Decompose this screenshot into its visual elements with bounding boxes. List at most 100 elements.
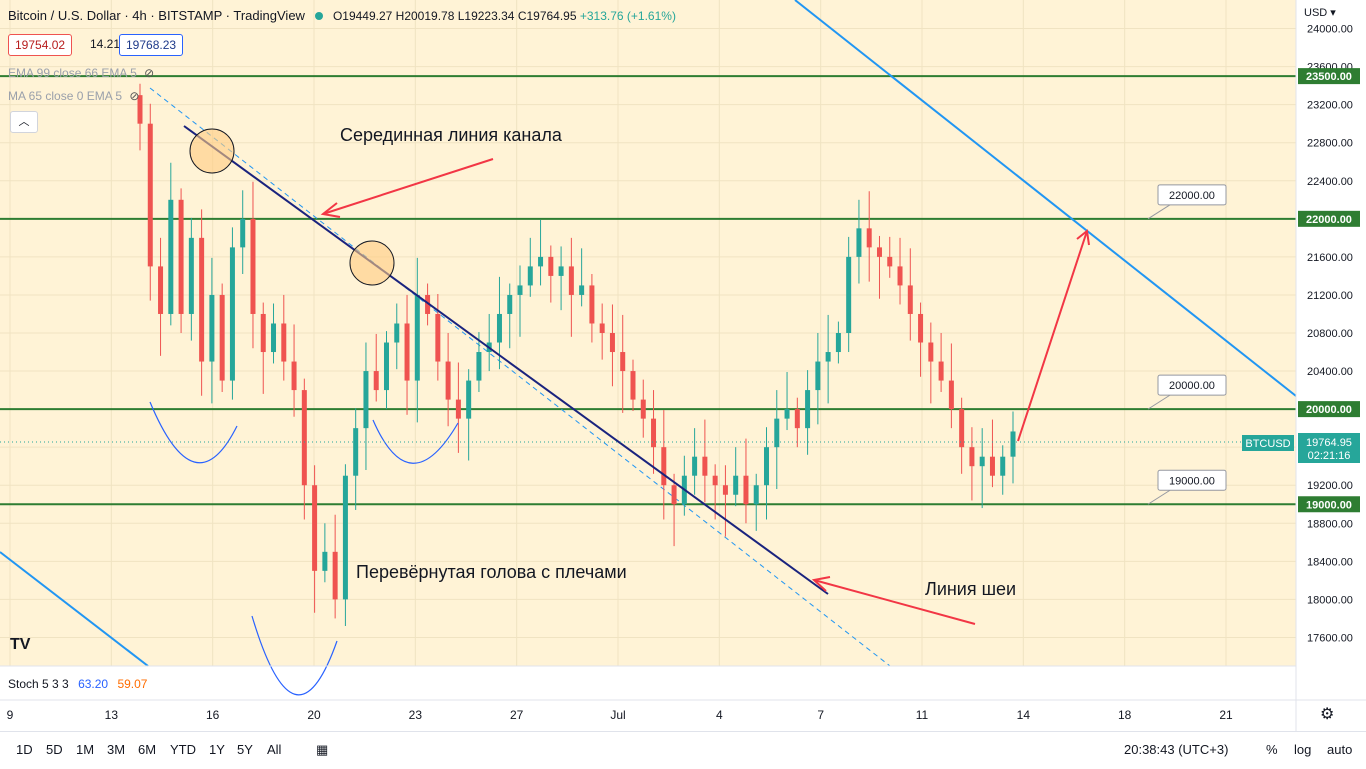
candle-body — [281, 323, 287, 362]
x-tick-label: 7 — [817, 708, 824, 722]
candle-body — [948, 380, 954, 410]
range-1m-button[interactable]: 1M — [76, 742, 95, 757]
callout-leader — [1147, 204, 1171, 220]
candle-body — [630, 371, 636, 400]
range-all-button[interactable]: All — [267, 742, 282, 757]
range-6m-button[interactable]: 6M — [138, 742, 157, 757]
annotation-midline: Серединная линия канала — [340, 125, 563, 145]
touch-circle-2 — [349, 240, 395, 286]
x-tick-label: 11 — [916, 708, 929, 722]
callout-box — [1157, 184, 1227, 206]
candle-body — [517, 285, 523, 295]
midline-arrow — [320, 158, 494, 218]
candle-body — [250, 218, 256, 314]
tradingview-logo-icon[interactable]: TV — [10, 636, 31, 653]
candle-body — [455, 399, 461, 419]
range-5y-button[interactable]: 5Y — [237, 742, 253, 757]
range-3m-button[interactable]: 3M — [107, 742, 126, 757]
candle-body — [979, 456, 985, 467]
level-price-tag: 22000.00 — [1298, 210, 1360, 227]
symbol-title[interactable]: Bitcoin / U.S. Dollar · 4h · BITSTAMP · … — [8, 8, 305, 23]
candle-body — [753, 485, 759, 505]
neckline — [183, 125, 829, 595]
candle-body — [794, 409, 800, 429]
y-tick-label: 24000.00 — [1307, 24, 1353, 36]
level-price-tag: 20000.00 — [1298, 401, 1360, 418]
callout-box — [1157, 374, 1227, 396]
candle-body — [383, 342, 389, 391]
candle-body — [178, 199, 184, 314]
candle-body — [137, 95, 143, 124]
range-1d-button[interactable]: 1D — [16, 742, 33, 757]
candle-body — [229, 247, 235, 381]
auto-scale-toggle[interactable]: auto — [1327, 742, 1353, 757]
touch-circle-1 — [189, 128, 235, 174]
currency-selector[interactable]: USD ▾ — [1304, 6, 1336, 19]
candle-body — [640, 399, 646, 419]
settings-gear-icon[interactable]: ⚙ — [1320, 706, 1335, 723]
callout-label: 19000.00 — [1169, 475, 1215, 487]
candle-body — [671, 485, 677, 505]
candle-body — [476, 352, 482, 381]
spread-value: 14.21 — [90, 37, 121, 51]
candle-body — [1000, 456, 1006, 476]
y-tick-label: 22400.00 — [1307, 176, 1353, 188]
left-shoulder-arc — [149, 401, 238, 464]
date-range-calendar-icon[interactable]: ▦ — [316, 742, 329, 757]
level-price-tag: 19000.00 — [1298, 496, 1360, 513]
ma-indicator-legend[interactable]: MA 65 close 0 EMA 5 ⊘ — [8, 89, 139, 103]
buy-price-button[interactable]: 19768.23 — [119, 34, 184, 56]
x-tick-label: 23 — [409, 708, 423, 722]
channel-upper-line — [794, 0, 1297, 397]
y-tick-label: 17600.00 — [1307, 632, 1353, 644]
stoch-legend[interactable]: Stoch 5 3 3 63.20 59.07 — [8, 677, 147, 691]
candle-body — [805, 390, 811, 429]
channel-midline — [149, 87, 891, 667]
clock-time[interactable]: 20:38:43 (UTC+3) — [1124, 742, 1229, 757]
candle-body — [219, 294, 225, 381]
candle-body — [907, 285, 913, 314]
channel-lower-line — [0, 551, 149, 667]
eye-hidden-icon[interactable]: ⊘ — [144, 66, 155, 80]
candle-body — [404, 323, 410, 381]
ema-indicator-legend[interactable]: EMA 99 close 66 EMA 5 ⊘ — [8, 66, 154, 80]
callout-label: 20000.00 — [1169, 380, 1215, 392]
current-price-tag — [1298, 433, 1360, 463]
candle-body — [147, 123, 153, 267]
candle-body — [558, 266, 564, 276]
level-tag-label: 19000.00 — [1306, 499, 1352, 511]
candle-body — [815, 361, 821, 391]
range-1y-button[interactable]: 1Y — [209, 742, 225, 757]
percent-scale-toggle[interactable]: % — [1266, 742, 1278, 757]
candle-body — [342, 475, 348, 600]
candle-body — [918, 313, 924, 343]
eye-hidden-icon[interactable]: ⊘ — [129, 89, 140, 103]
x-tick-label: 20 — [307, 708, 321, 722]
symbol-tag — [1242, 435, 1294, 451]
candle-body — [312, 485, 318, 571]
range-5d-button[interactable]: 5D — [46, 742, 63, 757]
candle-body — [887, 256, 893, 267]
candle-body — [702, 456, 708, 476]
currency-label: USD — [1304, 7, 1328, 19]
candle-body — [425, 294, 431, 314]
collapse-legend-button[interactable]: ︿ — [10, 111, 38, 133]
bottom-toolbar: 1D 5D 1M 3M 6M YTD 1Y 5Y All ▦ 20:38:43 … — [0, 731, 1366, 769]
candle-body — [260, 313, 266, 353]
range-ytd-button[interactable]: YTD — [170, 742, 196, 757]
x-tick-label: Jul — [610, 708, 625, 722]
candle-body — [866, 228, 872, 248]
y-tick-label: 21200.00 — [1307, 290, 1353, 302]
candle-body — [353, 428, 359, 476]
candle-body — [363, 371, 369, 429]
ohlc-low: L19223.34 — [457, 8, 515, 23]
ohlc-change: +313.76 (+1.61%) — [579, 8, 676, 23]
candle-body — [835, 333, 841, 353]
candle-body — [507, 294, 513, 314]
sell-price-button[interactable]: 19754.02 — [8, 34, 73, 56]
ohlc-high: H20019.78 — [395, 8, 455, 23]
neckline-arrow — [811, 576, 976, 625]
log-scale-toggle[interactable]: log — [1294, 742, 1312, 757]
y-tick-label: 21600.00 — [1307, 252, 1353, 264]
